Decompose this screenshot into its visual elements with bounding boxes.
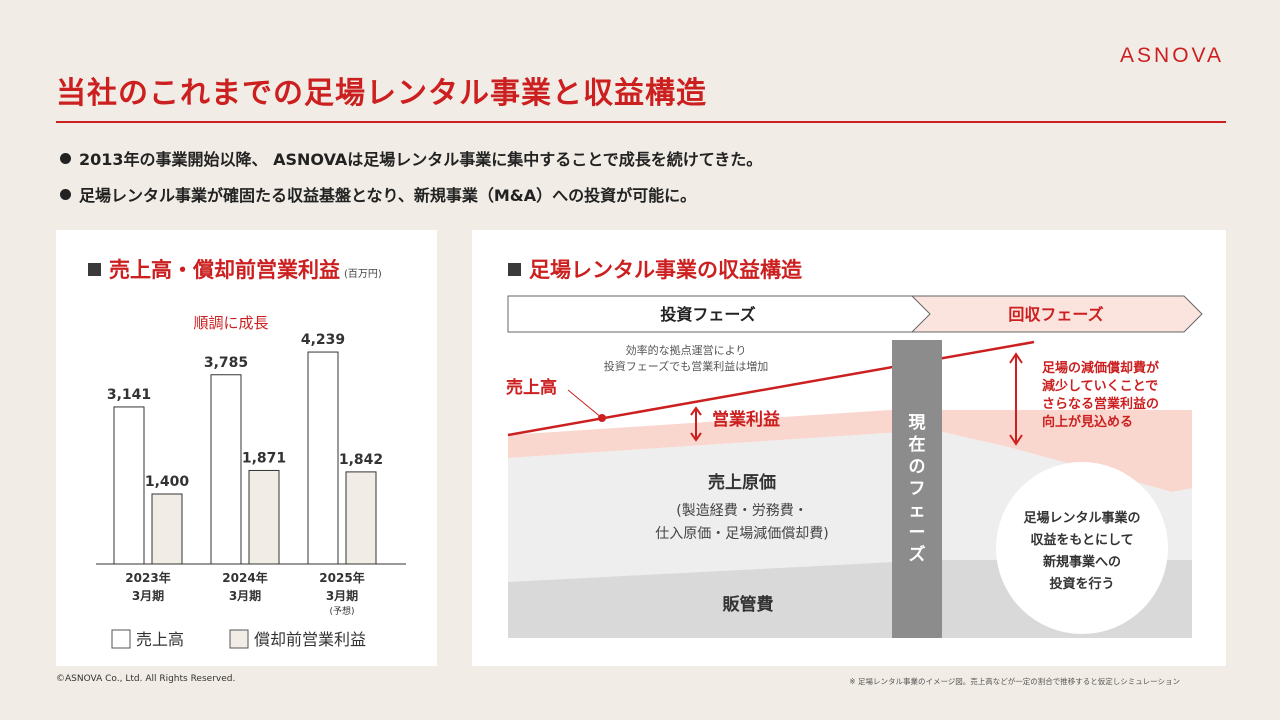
sales-line [507, 340, 1035, 437]
cogs-label: 売上原価 [708, 472, 776, 493]
efficiency-note-line1: 効率的な拠点運営により [626, 343, 747, 357]
square-bullet-icon [508, 263, 521, 276]
profit-bar [248, 469, 280, 565]
legend-sales-swatch [111, 629, 131, 649]
profit-bar [151, 493, 183, 565]
category-period-label: 3月期 [326, 588, 358, 603]
bullet-item: 2013年の事業開始以降、 ASNOVAは足場レンタル事業に集中することで成長を… [60, 146, 762, 170]
bar-value-label: 3,141 [107, 387, 151, 403]
bullet-text: 足場レンタル事業が確固たる収益基盤となり、新規事業（M&A）への投資が可能に。 [79, 186, 697, 205]
investment-circle [996, 462, 1168, 634]
sga-label: 販管費 [723, 594, 774, 615]
growth-annotation: 順調に成長 [193, 314, 268, 332]
category-year-label: 2023年 [125, 570, 170, 585]
bar-value-label: 1,400 [145, 474, 190, 490]
recover-note-line: 向上が見込める [1042, 414, 1133, 430]
circle-text-line: 投資を行う [1049, 576, 1114, 592]
square-bullet-icon [88, 263, 101, 276]
legend-sales-label: 売上高 [136, 630, 184, 649]
sales-bar [210, 374, 242, 565]
bar-value-label: 3,785 [204, 355, 248, 371]
profit-bar [345, 471, 377, 565]
bar-value-label: 1,871 [242, 450, 286, 466]
structure-title: 足場レンタル事業の収益構造 [529, 258, 802, 282]
category-period-label: 3月期 [132, 588, 164, 603]
category-year-label: 2024年 [222, 570, 267, 585]
legend-profit-swatch [229, 629, 249, 649]
sales-chart-panel: 売上高・償却前営業利益 (百万円) 順調に成長 3,141 1,400 3,785 1,… [56, 230, 437, 666]
revenue-structure-panel: 足場レンタル事業の収益構造 投資フェーズ 回収フェーズ 売上高 効率的な拠点運営… [472, 230, 1226, 666]
op-profit-label: 営業利益 [712, 409, 780, 430]
arrow-head-down-icon [1009, 434, 1023, 446]
bar-value-label: 1,842 [339, 452, 383, 468]
sales-bar [113, 406, 145, 565]
footnote: ※ 足場レンタル事業のイメージ図。売上高などが一定の割合で推移すると仮定しシミュ… [849, 677, 1180, 686]
sales-chart-title: 売上高・償却前営業利益 [109, 258, 340, 282]
bullet-list: 2013年の事業開始以降、 ASNOVAは足場レンタル事業に集中することで成長を… [60, 146, 762, 218]
current-phase-char: ェ [909, 501, 926, 521]
arrow-head-down-icon [690, 432, 702, 442]
unit-label: (百万円) [344, 269, 382, 280]
category-year-label: 2025年 [319, 570, 364, 585]
circle-text-line: 新規事業への [1043, 554, 1121, 570]
arrow-head-up-icon [690, 406, 702, 416]
recover-note-line: 足場の減価償却費が [1042, 360, 1159, 376]
sales-chart-heading: 売上高・償却前営業利益 (百万円) [88, 254, 382, 284]
current-phase-char: ズ [909, 544, 926, 565]
recover-phase-arrow [910, 295, 1203, 333]
invest-phase-label: 投資フェーズ [660, 305, 755, 324]
sales-label: 売上高 [506, 377, 557, 398]
arrow-head-up-icon [1009, 352, 1023, 364]
circle-text-line: 足場レンタル事業の [1023, 510, 1140, 526]
cogs-detail-line2: 仕入原価・足場減価償却費) [655, 525, 828, 542]
copyright: ©ASNOVA Co., Ltd. All Rights Reserved. [56, 674, 236, 684]
bar-chart: 順調に成長 3,141 1,400 3,785 1,871 4,239 1,842 202… [96, 314, 406, 649]
bar-value-label: 4,239 [301, 332, 345, 348]
current-phase-char: 在 [909, 434, 926, 455]
sales-bar [307, 351, 339, 565]
bullet-item: 足場レンタル事業が確固たる収益基盤となり、新規事業（M&A）への投資が可能に。 [60, 182, 762, 206]
bullet-dot-icon [60, 189, 71, 200]
recover-note-line: 減少していくことで [1042, 378, 1158, 394]
legend-profit-label: 償却前営業利益 [254, 630, 366, 649]
current-phase-bar [892, 340, 942, 638]
current-phase-char: の [909, 457, 926, 477]
circle-text-line: 収益をもとにして [1030, 532, 1133, 548]
efficiency-note-line2: 投資フェーズでも営業利益は増加 [604, 359, 768, 373]
structure-heading: 足場レンタル事業の収益構造 [508, 254, 802, 284]
recover-phase-label: 回収フェーズ [1008, 305, 1103, 324]
bullet-dot-icon [60, 153, 71, 164]
op-profit-area [508, 410, 1192, 492]
category-forecast-tag: (予想) [329, 605, 354, 617]
structure-diagram: 投資フェーズ 回収フェーズ 売上高 効率的な拠点運営により 投資フェーズでも営業… [506, 295, 1203, 638]
current-phase-char: ー [909, 523, 926, 543]
title-underline [56, 121, 1226, 123]
bullet-text: 2013年の事業開始以降、 ASNOVAは足場レンタル事業に集中することで成長を… [79, 150, 763, 169]
cogs-detail-line1: (製造経費・労務費・ [676, 503, 807, 519]
page-title: 当社のこれまでの足場レンタル事業と収益構造 [56, 76, 707, 111]
sales-leader-line [567, 389, 603, 419]
recover-note-line: さらなる営業利益の [1042, 396, 1159, 412]
category-period-label: 3月期 [229, 588, 261, 603]
current-phase-char: フ [909, 479, 926, 499]
current-phase-char: 現 [909, 413, 926, 433]
asnova-logo: ASNOVA [1120, 44, 1224, 67]
